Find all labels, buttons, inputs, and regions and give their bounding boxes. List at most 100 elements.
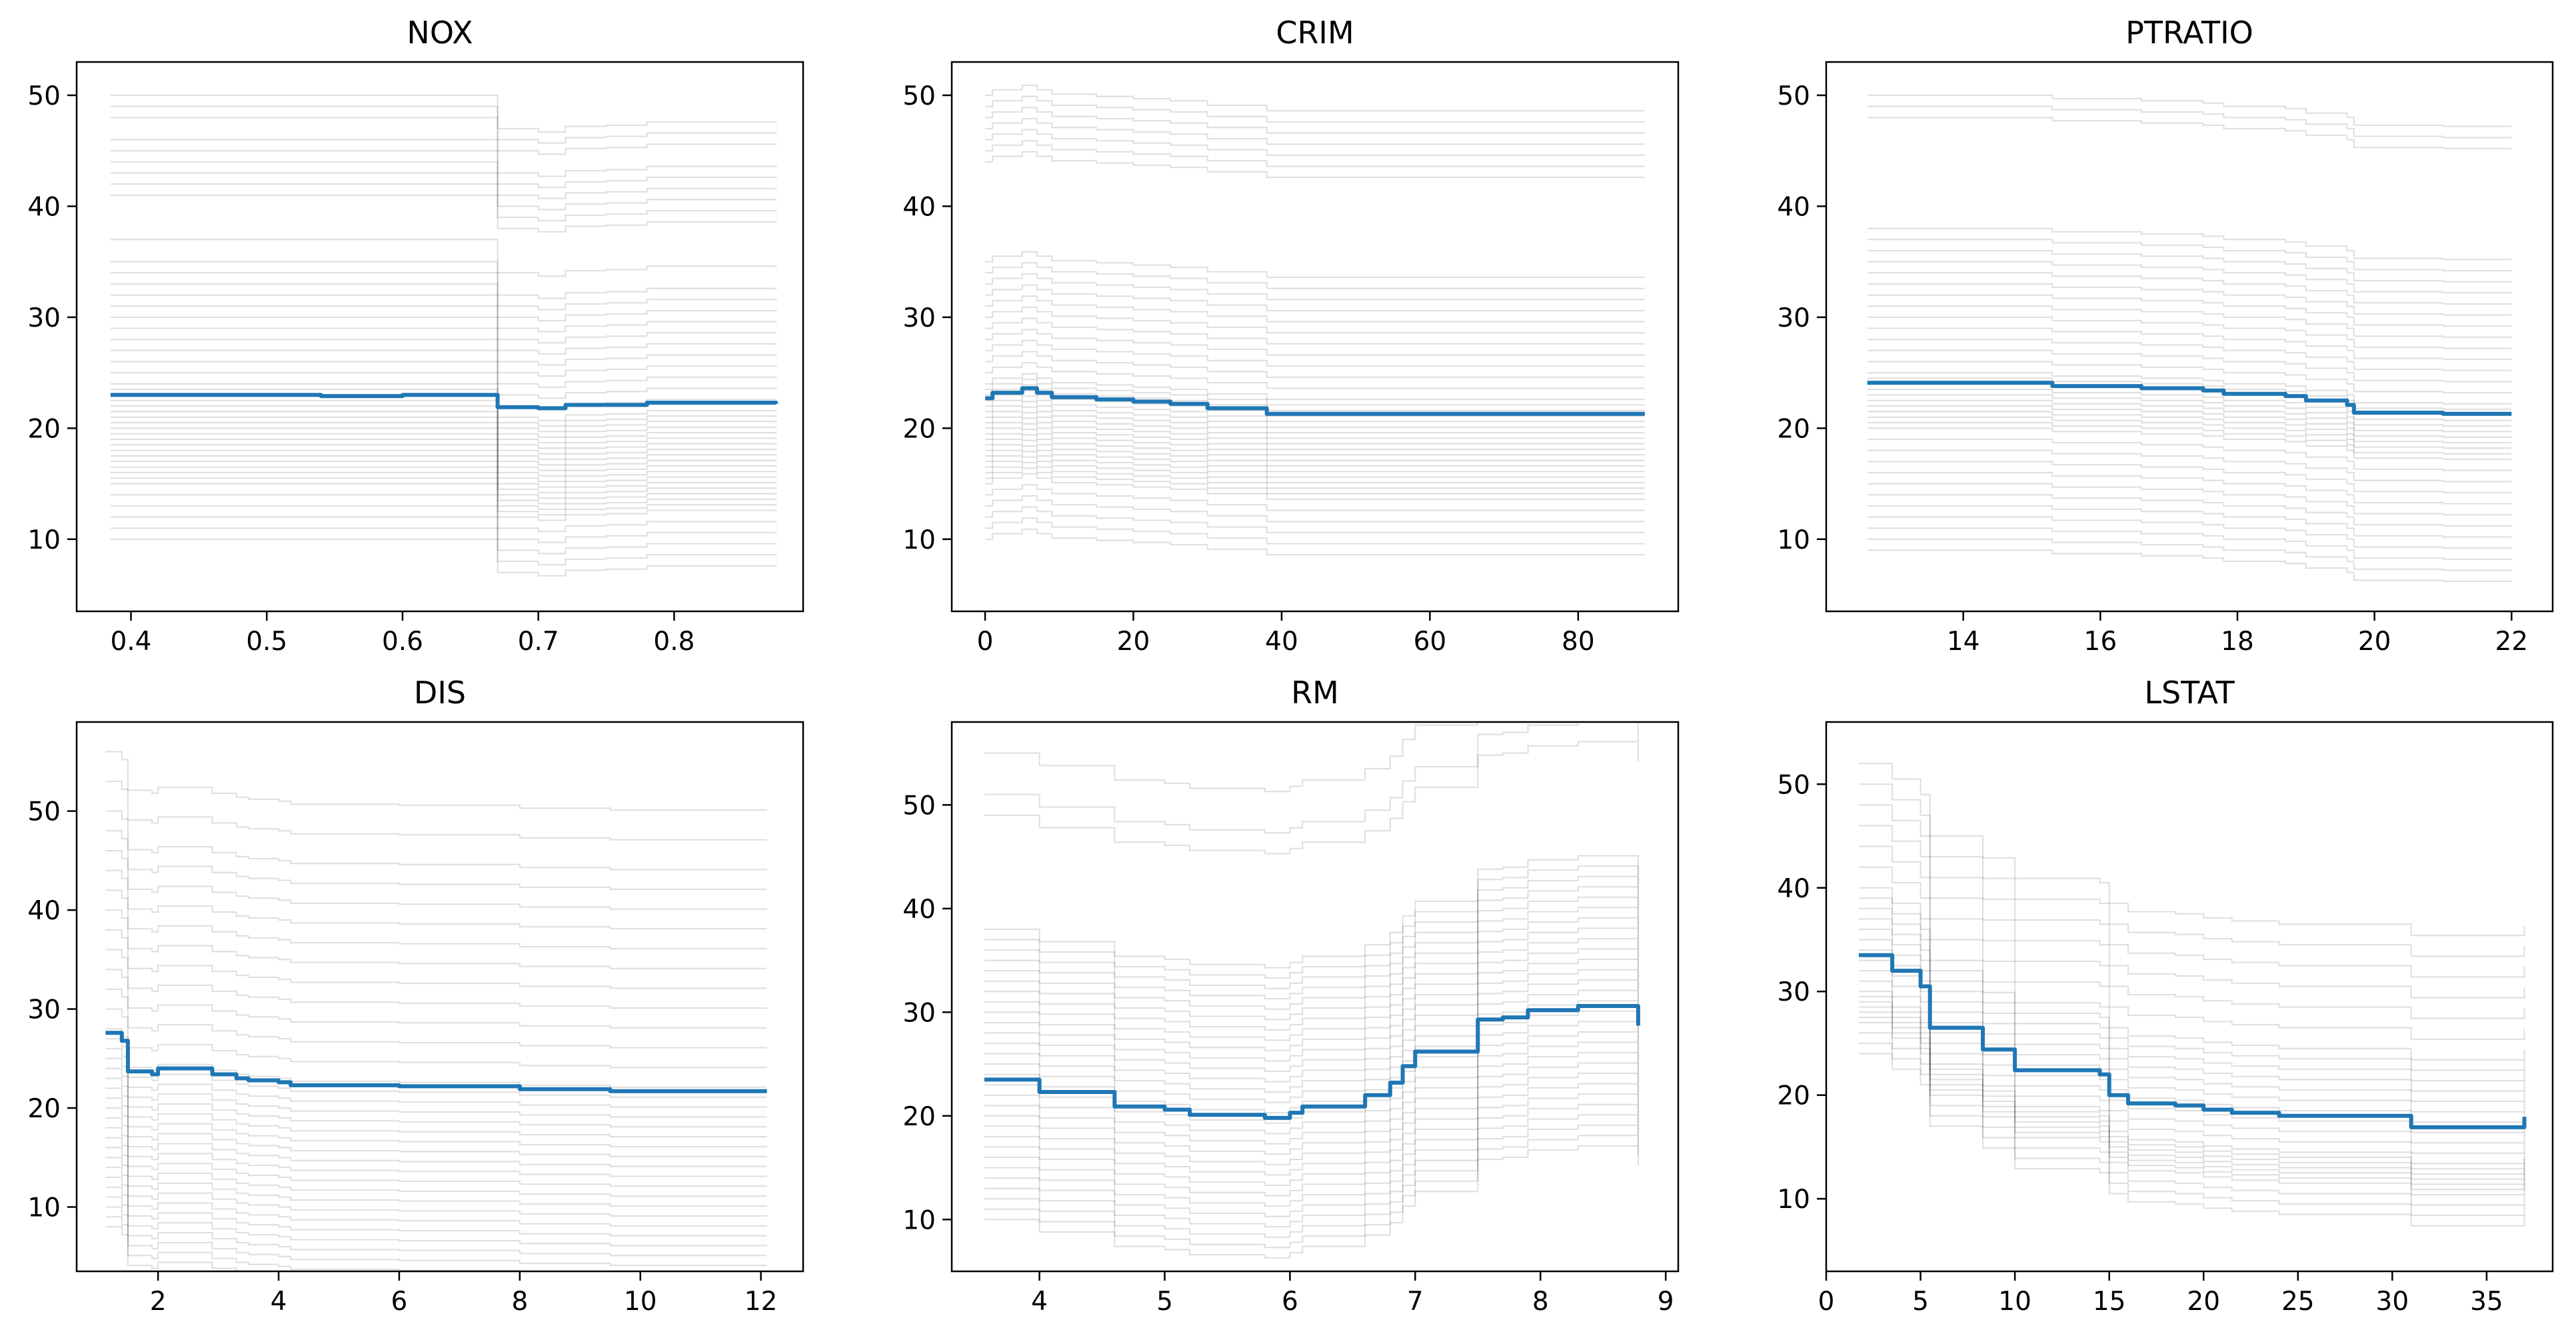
ice-curve xyxy=(105,1057,767,1118)
ice-curve xyxy=(984,741,1639,855)
ice-curve xyxy=(110,305,777,344)
ice-curve xyxy=(110,483,777,521)
ice-curve xyxy=(1867,405,2512,438)
ice-curve xyxy=(105,1147,767,1207)
ice-curve xyxy=(985,273,1645,301)
ice-curve xyxy=(105,909,767,969)
ice-curve xyxy=(985,406,1645,433)
x-tick-label: 12 xyxy=(744,1287,778,1317)
ice-curve xyxy=(105,1157,767,1217)
x-tick-label: 0.4 xyxy=(110,627,151,657)
ice-curve xyxy=(105,830,767,890)
ice-curve xyxy=(105,1067,767,1128)
ice-curve xyxy=(985,528,1645,556)
ice-curve xyxy=(105,889,767,949)
ice-curve xyxy=(1867,516,2512,549)
panel-title: RM xyxy=(1291,675,1339,711)
ice-curve xyxy=(1867,327,2512,361)
y-tick-label: 20 xyxy=(1777,414,1810,444)
ice-curve xyxy=(105,1087,767,1147)
axes-frame xyxy=(75,61,804,613)
ice-curve xyxy=(1867,389,2512,421)
ice-curve xyxy=(110,239,777,277)
ice-curve xyxy=(985,295,1645,323)
ice-curve xyxy=(1859,1001,2525,1175)
ice-curve xyxy=(985,439,1645,467)
mean-curve xyxy=(1867,381,2512,416)
ice-curve xyxy=(110,383,777,421)
x-tick-label: 25 xyxy=(2281,1287,2315,1317)
ice-curve xyxy=(110,538,777,577)
ice-curve xyxy=(985,484,1645,511)
axes-frame xyxy=(1825,721,2554,1273)
ice-curve xyxy=(105,1117,767,1177)
ice-curve xyxy=(105,1107,767,1167)
ice-curve xyxy=(1867,394,2512,427)
ice-curve xyxy=(1859,845,2525,1019)
axes-frame xyxy=(950,721,1680,1273)
ice-curve xyxy=(1867,416,2512,449)
y-tick-label: 40 xyxy=(27,192,61,222)
ice-curve xyxy=(110,477,777,516)
ice-curve xyxy=(984,1031,1639,1145)
ice-curve xyxy=(1867,250,2512,283)
ice-curve xyxy=(1859,939,2525,1113)
ice-curve xyxy=(984,1145,1639,1259)
ice-curve xyxy=(1867,239,2512,271)
ice-curve xyxy=(1859,804,2525,978)
ice-curve xyxy=(1867,339,2512,371)
x-tick-label: 0.8 xyxy=(653,627,694,657)
ice-curve xyxy=(105,929,767,989)
ice-curve xyxy=(110,172,777,211)
y-tick-label: 30 xyxy=(27,303,61,333)
ice-curve xyxy=(1867,427,2512,460)
ice-curve xyxy=(1859,1017,2525,1191)
ice-curve xyxy=(1867,294,2512,327)
ice-curve xyxy=(110,444,777,483)
ice-curve xyxy=(985,401,1645,428)
ice-curve xyxy=(110,449,777,488)
y-tick-label: 10 xyxy=(1777,525,1810,555)
ice-curve xyxy=(110,405,777,443)
ice-curve xyxy=(985,129,1645,156)
ice-curve xyxy=(985,434,1645,461)
ice-curve xyxy=(1859,918,2525,1092)
ice-curve xyxy=(105,1127,767,1187)
ice-curve xyxy=(105,1038,767,1098)
ice-curve xyxy=(1859,763,2525,937)
ice-curve xyxy=(985,373,1645,401)
y-tick-label: 40 xyxy=(1777,192,1810,222)
x-tick-label: 35 xyxy=(2470,1287,2503,1317)
x-tick-label: 6 xyxy=(391,1287,408,1317)
x-tick-label: 8 xyxy=(511,1287,528,1317)
ice-curve xyxy=(1859,970,2525,1144)
ice-curve xyxy=(985,379,1645,406)
ice-curve xyxy=(985,151,1645,179)
ice-curve xyxy=(105,1177,767,1237)
ice-curve xyxy=(984,917,1639,1031)
ice-curve xyxy=(985,251,1645,278)
ice-curve xyxy=(984,1093,1639,1207)
ice-curve xyxy=(110,272,777,311)
ice-curve xyxy=(1859,1053,2525,1227)
ice-curve xyxy=(110,494,777,533)
ice-curve xyxy=(110,150,777,189)
y-tick-label: 30 xyxy=(902,998,936,1028)
y-tick-label: 40 xyxy=(902,192,936,222)
ice-curve xyxy=(1867,549,2512,583)
ice-curve xyxy=(1867,439,2512,471)
dis-panel: DIS 2 4 6 8 10 12 10 20 30 40 50 xyxy=(27,675,804,1317)
ice-curve xyxy=(985,329,1645,356)
ice-curve xyxy=(984,855,1639,969)
ice-curve xyxy=(985,95,1645,123)
ice-curve xyxy=(1859,1032,2525,1206)
ice-curve xyxy=(105,1206,767,1267)
ice-curve xyxy=(984,896,1639,1010)
ice-curve xyxy=(985,395,1645,423)
ice-curve xyxy=(1867,505,2512,538)
ice-curve xyxy=(110,389,777,427)
ice-curve xyxy=(105,969,767,1029)
ice-curve xyxy=(985,339,1645,367)
ice-curve xyxy=(110,361,777,399)
y-tick-label: 20 xyxy=(27,1094,61,1124)
